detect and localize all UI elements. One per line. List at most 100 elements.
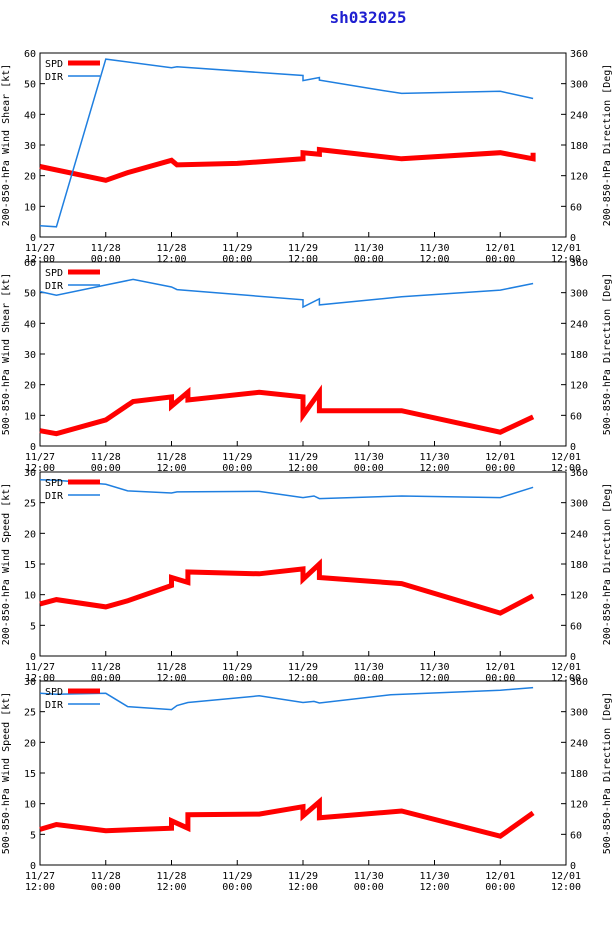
y-tick-label: 25 (24, 499, 36, 510)
y2-tick-label: 60 (570, 202, 582, 213)
y-tick-label: 30 (24, 677, 36, 688)
y2-tick-label: 360 (570, 468, 588, 479)
y-tick-label: 15 (24, 560, 36, 571)
x-tick-label-time: 00:00 (91, 254, 121, 265)
chart-panel-2: 010203040506006012018024030036011/2712:0… (1, 258, 613, 474)
x-tick-label-time: 00:00 (222, 254, 252, 265)
x-tick-label-time: 12:00 (25, 463, 55, 474)
y-axis-label: 500-850-hPa Wind Speed [kt] (1, 692, 12, 855)
x-tick-label-time: 00:00 (485, 882, 515, 893)
legend-spd-label: SPD (45, 59, 63, 70)
x-tick-label-date: 11/29 (288, 871, 318, 882)
y-tick-label: 0 (30, 652, 36, 663)
x-tick-label-date: 11/27 (25, 452, 55, 463)
y2-axis-label: 500-850-hPa Direction [Deg] (602, 692, 613, 855)
legend-spd-label: SPD (45, 268, 63, 279)
spd-series-line (39, 796, 535, 839)
x-tick-label-date: 11/27 (25, 871, 55, 882)
chart-panel-4: 05101520253006012018024030036011/2712:00… (1, 677, 613, 893)
y-tick-label: 20 (24, 529, 36, 540)
y2-tick-label: 240 (570, 738, 588, 749)
y-tick-label: 30 (24, 468, 36, 479)
x-tick-label-date: 11/29 (222, 452, 252, 463)
x-tick-label-time: 12:00 (551, 254, 581, 265)
y-tick-label: 30 (24, 350, 36, 361)
y2-tick-label: 360 (570, 49, 588, 60)
x-tick-label-time: 12:00 (551, 882, 581, 893)
x-tick-label-time: 00:00 (91, 882, 121, 893)
x-tick-label-date: 11/29 (222, 871, 252, 882)
spd-series-line (39, 384, 535, 437)
y-tick-label: 20 (24, 738, 36, 749)
x-tick-label-time: 00:00 (222, 463, 252, 474)
y2-axis-label: 200-850-hPa Direction [Deg] (602, 64, 613, 227)
x-tick-label-time: 12:00 (551, 463, 581, 474)
x-tick-label-time: 12:00 (25, 254, 55, 265)
y-tick-label: 20 (24, 172, 36, 183)
x-tick-label-time: 12:00 (156, 882, 186, 893)
chart-panel-3: 05101520253006012018024030036011/2712:00… (1, 468, 613, 684)
legend-spd-label: SPD (45, 687, 63, 698)
y-tick-label: 30 (24, 141, 36, 152)
y-tick-label: 40 (24, 319, 36, 330)
spd-series-line (39, 558, 535, 616)
x-tick-label-time: 00:00 (91, 673, 121, 684)
x-tick-label-date: 11/30 (419, 452, 449, 463)
x-tick-label-time: 00:00 (354, 463, 384, 474)
x-tick-label-date: 12/01 (485, 871, 515, 882)
y2-tick-label: 240 (570, 529, 588, 540)
y-tick-label: 5 (30, 830, 36, 841)
dir-series-line (39, 686, 534, 711)
x-tick-label-date: 12/01 (551, 452, 581, 463)
x-tick-label-date: 11/30 (354, 662, 384, 673)
x-tick-label-date: 11/28 (156, 452, 186, 463)
y2-tick-label: 300 (570, 80, 588, 91)
y-tick-label: 10 (24, 800, 36, 811)
x-tick-label-date: 11/30 (419, 871, 449, 882)
y-tick-label: 40 (24, 110, 36, 121)
x-tick-label-date: 11/28 (156, 243, 186, 254)
x-tick-label-time: 00:00 (485, 673, 515, 684)
y2-tick-label: 300 (570, 289, 588, 300)
x-tick-label-time: 12:00 (288, 673, 318, 684)
y-axis-label: 200-850-hPa Wind Speed [kt] (1, 483, 12, 646)
y2-tick-label: 120 (570, 172, 588, 183)
x-tick-label-time: 00:00 (485, 463, 515, 474)
x-tick-label-date: 11/28 (91, 243, 121, 254)
y-tick-label: 10 (24, 411, 36, 422)
x-tick-label-time: 12:00 (156, 673, 186, 684)
dir-series-line (39, 278, 534, 309)
x-tick-label-time: 12:00 (156, 254, 186, 265)
x-tick-label-date: 11/28 (156, 662, 186, 673)
x-tick-label-date: 11/29 (288, 452, 318, 463)
y-tick-label: 50 (24, 80, 36, 91)
legend-dir-label: DIR (45, 491, 64, 502)
plot-frame (39, 680, 567, 866)
x-tick-label-date: 12/01 (551, 243, 581, 254)
y2-tick-label: 60 (570, 411, 582, 422)
x-tick-label-date: 11/28 (156, 871, 186, 882)
y2-tick-label: 120 (570, 800, 588, 811)
y2-tick-label: 180 (570, 769, 588, 780)
x-tick-label-time: 00:00 (354, 673, 384, 684)
x-tick-label-time: 12:00 (419, 882, 449, 893)
x-tick-label-time: 00:00 (354, 882, 384, 893)
y2-tick-label: 240 (570, 110, 588, 121)
y-tick-label: 10 (24, 591, 36, 602)
x-tick-label-date: 11/30 (419, 662, 449, 673)
x-tick-label-time: 00:00 (354, 254, 384, 265)
x-tick-label-date: 11/28 (91, 452, 121, 463)
y2-tick-label: 60 (570, 830, 582, 841)
x-tick-label-date: 11/28 (91, 662, 121, 673)
x-tick-label-time: 12:00 (288, 463, 318, 474)
y2-tick-label: 0 (570, 861, 576, 872)
y2-tick-label: 0 (570, 652, 576, 663)
y2-tick-label: 120 (570, 591, 588, 602)
figure-title: sh032025 (329, 8, 407, 27)
y2-tick-label: 180 (570, 141, 588, 152)
x-tick-label-time: 00:00 (91, 463, 121, 474)
y2-axis-label: 500-850-hPa Direction [Deg] (602, 273, 613, 436)
x-tick-label-date: 11/30 (354, 871, 384, 882)
y-tick-label: 25 (24, 708, 36, 719)
